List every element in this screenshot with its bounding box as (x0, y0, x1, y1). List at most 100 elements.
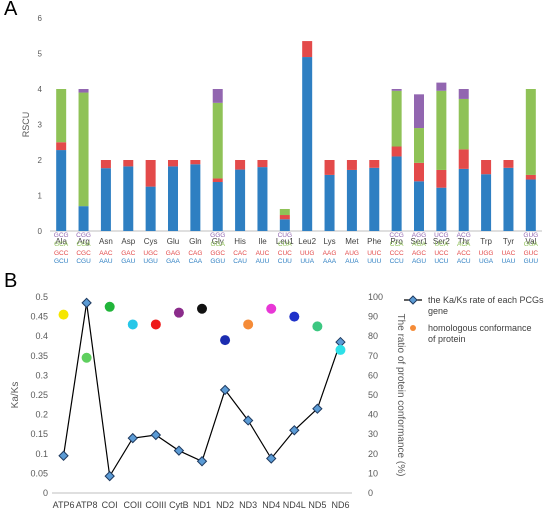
bar-segment (279, 208, 290, 216)
codon-label: GAC (121, 250, 135, 257)
y2-tick-label: 0 (368, 488, 373, 498)
bar-segment (414, 162, 424, 182)
bar-segment (391, 156, 402, 231)
bar-segment (369, 167, 380, 231)
y-tick-label: 4 (38, 85, 43, 94)
codon-label: AGG (412, 232, 426, 239)
codon-label: CGA (76, 241, 91, 248)
conformance-point (289, 311, 300, 322)
codon-label: UCC (434, 250, 448, 257)
codon-label: AAC (99, 250, 113, 257)
codon-label: AUA (345, 258, 359, 265)
bar-segment (458, 98, 469, 150)
bar-segment (212, 89, 223, 103)
conformance-point (266, 303, 277, 314)
bar-segment (525, 89, 536, 175)
category-label: ND4 (262, 500, 280, 510)
bar-segment (346, 160, 357, 170)
codon-label: GAU (121, 258, 135, 265)
bar-segment (503, 167, 514, 231)
bar-segment (78, 92, 89, 207)
category-label: Arg (77, 237, 89, 246)
panel-b-label: B (4, 270, 18, 292)
codon-label: UCG (434, 232, 448, 239)
category-label: ATP6 (53, 500, 75, 510)
category-label: Asp (121, 237, 135, 246)
kaks-point (81, 297, 92, 309)
bar-segment (123, 160, 134, 167)
conformance-point (58, 309, 69, 320)
y-tick-label: 0.4 (35, 331, 48, 341)
y2-tick-label: 90 (368, 312, 378, 322)
codon-label: CCA (390, 241, 404, 248)
kaks-chart: 0 0.05 0.1 0.15 0.2 0.25 0.3 0.35 0.4 0.45 0.5 0 10 2… (10, 292, 544, 510)
codon-label: GUU (524, 258, 539, 265)
bar-segment (369, 160, 380, 168)
y-tick-label: 0.1 (35, 449, 48, 459)
conformance-point (150, 319, 161, 330)
codon-label: UGG (479, 250, 494, 257)
codon-label: CUG (278, 232, 292, 239)
y-tick-label: 0 (38, 227, 43, 236)
y2-tick-label: 10 (368, 468, 378, 478)
bar-segment (391, 146, 402, 157)
category-label: ND3 (239, 500, 257, 510)
codon-label: CUU (278, 258, 292, 265)
category-label: Met (345, 237, 359, 246)
bar-segment (145, 186, 156, 231)
codon-label: AAA (323, 258, 337, 265)
codon-label: GCU (54, 258, 69, 265)
bar-segment (458, 149, 469, 169)
bar-segment (436, 187, 447, 231)
conformance-point (197, 303, 207, 314)
y-tick-label: 0.5 (35, 292, 48, 302)
legend-diamond-swatch (408, 295, 418, 305)
kaks-point (312, 403, 323, 414)
codon-label: UUC (367, 250, 381, 257)
codon-label: CGU (76, 258, 91, 265)
y-tick-label: 3 (38, 121, 43, 130)
category-label: Ala (55, 237, 67, 246)
y-tick-label: 0.3 (35, 370, 48, 380)
category-label: Pro (390, 237, 403, 246)
bar-segment (123, 166, 134, 231)
kaks-point (150, 429, 162, 441)
bar-segment (190, 164, 201, 231)
category-label: ATP8 (76, 500, 98, 510)
codon-label: CCC (390, 250, 404, 257)
codon-label: GCC (54, 250, 69, 257)
codon-label: GUA (524, 241, 539, 248)
bar-segment (458, 168, 469, 231)
bar-segment (257, 160, 268, 168)
codon-label: AUG (345, 250, 359, 257)
bar-segment (414, 94, 424, 129)
category-label: ND1 (193, 500, 211, 510)
bar-segment (56, 150, 67, 231)
bar-segment (279, 219, 290, 231)
bar-segment (414, 181, 424, 231)
bar-segment (78, 89, 89, 93)
bar-segment (235, 169, 246, 231)
category-label: Ser2 (433, 237, 450, 246)
bar-segment (100, 168, 111, 231)
bar-segment (56, 142, 67, 151)
category-label: Gly (212, 237, 224, 246)
category-label: ND4L (283, 500, 306, 510)
conformance-point (220, 335, 231, 346)
codon-label: CUC (278, 250, 292, 257)
category-label: CytB (169, 500, 189, 510)
category-label: Ser1 (411, 237, 428, 246)
bar-segment (190, 160, 201, 165)
codon-label: UGU (143, 258, 158, 265)
category-label: COIII (145, 500, 166, 510)
y-tick-label: 2 (38, 156, 43, 165)
category-label: Lys (323, 237, 335, 246)
kaks-point (266, 453, 277, 464)
y-tick-label: 0.25 (30, 390, 48, 400)
category-label: COII (124, 500, 143, 510)
y-tick-label: 0.35 (30, 351, 48, 361)
conformance-point (312, 321, 323, 332)
bar-segment (78, 206, 89, 231)
